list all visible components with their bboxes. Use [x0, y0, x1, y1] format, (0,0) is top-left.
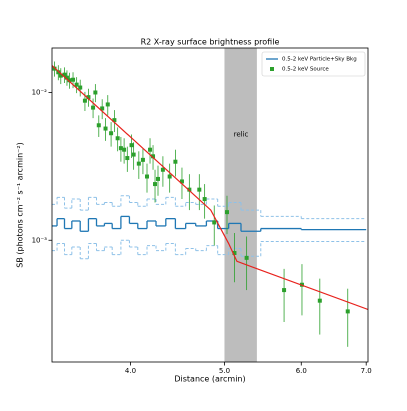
data-point	[160, 167, 165, 172]
data-point	[232, 250, 237, 255]
data-point	[56, 70, 61, 75]
data-point	[345, 309, 350, 314]
data-point	[67, 78, 72, 83]
legend-box	[261, 51, 366, 77]
data-point	[151, 154, 156, 159]
data-point	[103, 126, 108, 131]
data-point	[197, 187, 202, 192]
data-point	[82, 98, 87, 103]
data-point	[112, 118, 117, 123]
data-point	[115, 136, 120, 141]
data-point	[136, 161, 141, 166]
data-point	[212, 220, 217, 225]
data-point	[282, 288, 287, 293]
plot-frame	[51, 47, 369, 363]
legend-label: 0.5-2 keV Particle+Sky Bkg	[282, 57, 357, 63]
data-point	[86, 95, 91, 100]
data-point	[129, 143, 134, 148]
data-point	[153, 182, 158, 187]
chart-title: R2 X-ray surface brightness profile	[141, 38, 280, 47]
data-point	[202, 197, 207, 202]
data-point	[148, 147, 153, 152]
data-point	[62, 72, 67, 77]
data-point	[74, 82, 79, 87]
data-point	[125, 156, 130, 161]
plot: relic	[52, 48, 368, 362]
data-point	[91, 105, 96, 110]
data-point	[317, 298, 322, 303]
x-tick-label: 6.0	[296, 367, 307, 375]
y-tick-label: 10⁻²	[32, 88, 48, 96]
data-point	[96, 123, 101, 128]
data-point	[179, 179, 184, 184]
data-point	[122, 147, 127, 152]
x-axis-label: Distance (arcmin)	[174, 375, 245, 384]
data-point	[118, 146, 123, 151]
data-point	[187, 187, 192, 192]
data-point	[140, 157, 145, 162]
data-point	[71, 77, 76, 82]
data-point	[109, 131, 114, 136]
data-point	[64, 75, 69, 80]
data-point	[93, 90, 98, 95]
legend-swatch	[270, 67, 274, 71]
x-tick-label: 5.0	[219, 367, 230, 375]
data-point	[105, 102, 110, 107]
y-tick-label: 10⁻³	[32, 236, 48, 244]
data-point	[155, 176, 160, 181]
annotation: relic	[234, 130, 249, 138]
data-point	[167, 174, 172, 179]
data-point	[145, 174, 150, 179]
x-tick-label: 7.0	[361, 367, 372, 375]
data-point	[100, 106, 105, 111]
data-point	[78, 85, 83, 90]
legend-label: 0.5-2 keV Source	[282, 67, 329, 73]
data-point	[131, 152, 136, 157]
x-tick-label: 4.0	[125, 367, 136, 375]
data-point	[244, 255, 249, 260]
data-point	[224, 210, 229, 215]
data-point	[173, 159, 178, 164]
y-axis-label: SB (photons cm⁻² s⁻¹ arcmin⁻²)	[16, 142, 25, 267]
model-line	[52, 65, 368, 311]
data-point	[58, 73, 63, 78]
